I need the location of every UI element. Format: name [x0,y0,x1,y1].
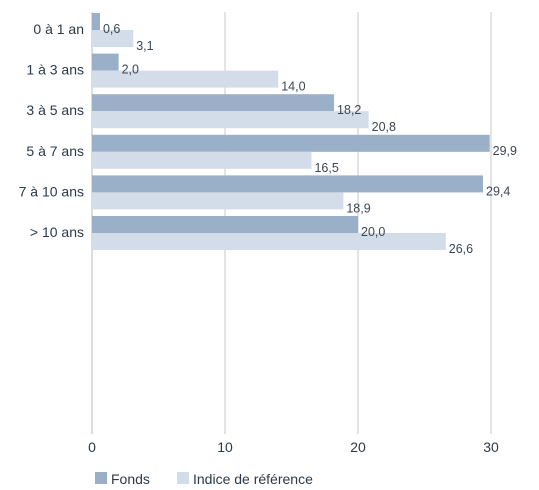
bar-fonds [92,13,100,30]
x-tick-label: 20 [350,439,366,455]
x-tick-label: 0 [88,439,96,455]
legend: Fonds Indice de référence [95,471,313,487]
bar-fonds [92,53,119,71]
value-label: 0,6 [103,22,120,36]
bar-indice [92,111,369,129]
category-label: 5 à 7 ans [26,143,84,159]
bar-fonds [92,134,490,152]
legend-swatch [177,472,189,484]
bar-indice [92,192,344,210]
bar-fonds [92,216,358,233]
bar-indice [92,233,446,250]
value-label: 26,6 [449,242,473,256]
value-label: 2,0 [122,63,139,77]
category-label: 0 à 1 an [33,21,84,37]
x-tick-label: 30 [483,439,499,455]
bar-indice [92,151,312,169]
x-tick-label: 10 [217,439,233,455]
value-label: 29,9 [493,144,517,158]
value-label: 20,0 [361,225,385,239]
category-label: > 10 ans [30,224,84,240]
legend-swatch [95,472,107,484]
value-label: 18,2 [337,103,361,117]
legend-label: Fonds [111,471,150,487]
bar-fonds [92,175,484,193]
x-axis-tick-labels: 0 10 20 30 [88,439,499,455]
bar-indice [92,70,279,88]
category-label: 1 à 3 ans [26,62,84,78]
value-label: 18,9 [346,201,370,215]
value-label: 29,4 [486,184,510,198]
legend-label: Indice de référence [193,471,313,487]
value-labels: 0,6 3,1 2,0 14,0 18,2 20,8 29,9 16,5 29,4 18,9 20,… [103,22,517,256]
category-labels: 0 à 1 an 1 à 3 ans 3 à 5 ans 5 à 7 ans 7 à 1… [19,21,84,240]
category-label: 7 à 10 ans [19,183,84,199]
bars [92,13,490,250]
bar-indice [92,30,134,47]
bar-fonds [92,94,335,112]
value-label: 14,0 [281,80,305,94]
value-label: 3,1 [136,39,153,53]
value-label: 20,8 [372,120,396,134]
category-label: 3 à 5 ans [26,102,84,118]
value-label: 16,5 [314,161,338,175]
